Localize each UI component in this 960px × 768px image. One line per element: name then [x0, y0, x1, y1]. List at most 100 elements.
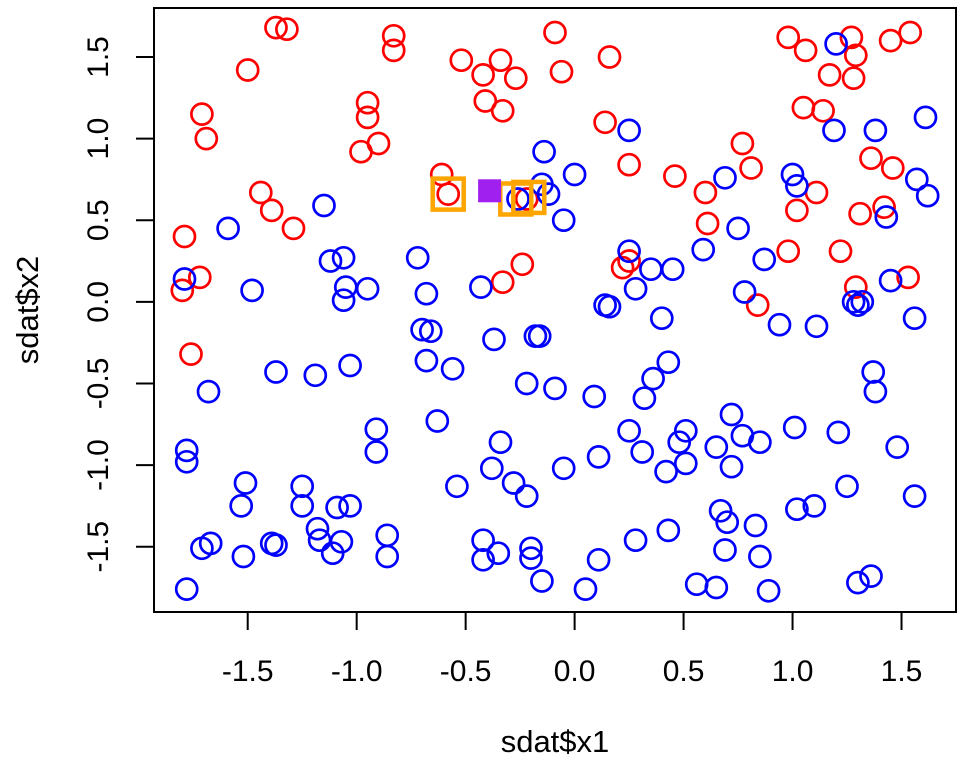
data-point-blue	[713, 165, 737, 190]
data-point-blue	[527, 324, 552, 348]
data-point-blue	[656, 350, 681, 375]
data-point-red	[896, 265, 920, 290]
data-point-blue	[543, 376, 567, 401]
data-point-blue	[410, 317, 434, 342]
data-point-red	[235, 58, 260, 82]
data-point-red	[730, 131, 755, 156]
data-point-red	[693, 180, 718, 205]
data-point-blue	[859, 564, 883, 588]
y-tick-label: -1.0	[82, 439, 115, 491]
data-point-blue	[704, 575, 729, 600]
data-point-blue	[732, 280, 757, 304]
y-tick-label: -1.5	[82, 521, 115, 573]
data-point-red	[381, 23, 406, 48]
data-point-blue	[704, 435, 729, 459]
y-tick-label: 1.5	[82, 36, 115, 78]
query-point-marker	[478, 179, 502, 203]
data-point-blue	[582, 384, 607, 409]
data-point-red	[776, 25, 801, 50]
data-point-blue	[841, 289, 866, 314]
y-axis-title: sdat$x2	[10, 256, 45, 365]
data-point-blue	[826, 420, 851, 445]
x-tick-label: 0.0	[554, 655, 596, 688]
data-point-blue	[656, 518, 681, 543]
data-point-blue	[885, 435, 910, 459]
data-point-blue	[305, 516, 330, 541]
data-point-blue	[623, 528, 648, 553]
data-point-red	[811, 98, 835, 123]
data-point-blue	[229, 494, 254, 518]
data-point-blue	[660, 257, 685, 282]
data-point-blue	[174, 438, 199, 463]
data-point-blue	[240, 278, 264, 303]
data-point-blue	[824, 32, 848, 56]
data-point-blue	[532, 139, 556, 164]
data-point-blue	[290, 474, 315, 499]
data-point-red	[275, 17, 299, 42]
data-point-red	[878, 28, 903, 53]
nearest-neighbor-box	[430, 176, 466, 212]
data-point-blue	[630, 440, 655, 464]
data-point-blue	[752, 247, 777, 272]
data-point-blue	[639, 257, 663, 282]
data-point-blue	[878, 268, 903, 293]
data-point-blue	[375, 523, 400, 548]
data-point-blue	[617, 239, 641, 264]
data-point-blue	[303, 363, 328, 388]
data-point-red	[791, 95, 816, 120]
data-point-red	[179, 342, 203, 366]
data-point-blue	[822, 118, 846, 143]
data-point-red	[471, 63, 495, 87]
data-point-blue	[530, 569, 554, 593]
data-point-blue	[488, 430, 513, 455]
data-point-red	[248, 180, 273, 205]
data-point-blue	[320, 541, 345, 566]
data-point-blue	[364, 417, 389, 442]
data-point-red	[610, 255, 635, 280]
data-point-red	[785, 198, 809, 223]
x-tick-label: -1.0	[331, 655, 383, 688]
nearest-neighbor-box	[511, 179, 547, 216]
data-point-blue	[501, 471, 526, 495]
data-point-red	[473, 89, 498, 113]
data-point-blue	[196, 379, 221, 404]
data-point-blue	[835, 474, 859, 499]
data-point-blue	[506, 187, 530, 211]
data-point-red	[510, 252, 535, 277]
data-point-blue	[902, 484, 927, 508]
data-point-blue	[174, 577, 199, 601]
x-tick-label: 1.0	[772, 655, 814, 688]
data-point-blue	[425, 409, 450, 433]
data-point-blue	[405, 245, 430, 270]
x-axis-title: sdat$x1	[501, 724, 610, 759]
data-point-blue	[715, 510, 740, 535]
data-point-blue	[172, 267, 197, 291]
data-point-red	[172, 224, 197, 249]
data-point-blue	[617, 418, 641, 443]
data-point-blue	[331, 245, 356, 270]
data-point-blue	[874, 205, 899, 229]
data-point-blue	[482, 327, 506, 352]
data-point-blue	[562, 162, 587, 187]
data-point-blue	[748, 544, 772, 569]
y-tick-label: 0.5	[82, 199, 115, 241]
data-point-red	[843, 43, 868, 68]
data-point-blue	[902, 306, 927, 331]
data-point-blue	[174, 449, 199, 474]
data-point-red	[355, 90, 380, 115]
data-point-blue	[597, 294, 622, 319]
data-point-red	[194, 126, 219, 151]
data-point-blue	[519, 536, 543, 561]
data-point-blue	[743, 513, 768, 538]
data-point-blue	[863, 118, 888, 143]
data-point-blue	[726, 216, 750, 241]
data-point-blue	[551, 456, 576, 481]
data-point-blue	[649, 306, 674, 331]
axis-ticks: -1.5 -1.0 -0.5 0.0 0.5 1.0 1.5 -1.5 -1.0 -0.5 0.0 0…	[82, 36, 922, 688]
data-point-blue	[375, 544, 400, 569]
data-point-blue	[312, 193, 336, 218]
data-point-blue	[586, 547, 611, 572]
data-point-blue	[684, 572, 709, 597]
data-point-blue	[785, 174, 809, 198]
